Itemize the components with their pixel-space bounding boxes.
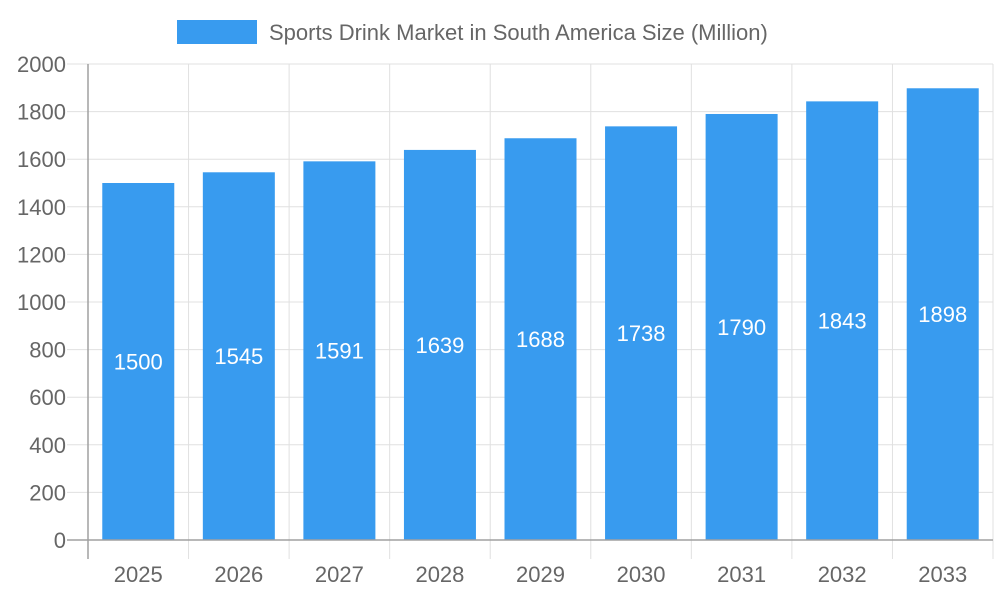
x-tick-label: 2033 bbox=[918, 562, 967, 587]
legend-label: Sports Drink Market in South America Siz… bbox=[269, 20, 768, 45]
bar-value-label: 1500 bbox=[114, 350, 163, 375]
x-tick-label: 2028 bbox=[415, 562, 464, 587]
x-tick-label: 2026 bbox=[214, 562, 263, 587]
y-tick-label: 600 bbox=[29, 385, 66, 410]
x-tick-label: 2025 bbox=[114, 562, 163, 587]
x-tick-label: 2031 bbox=[717, 562, 766, 587]
bar-value-label: 1738 bbox=[617, 321, 666, 346]
y-tick-label: 0 bbox=[54, 528, 66, 553]
y-tick-label: 1800 bbox=[17, 100, 66, 125]
bars: 1500 1545 1591 1639 1688 1738 1790 1843 1898 bbox=[102, 88, 979, 541]
x-tick-label: 2029 bbox=[516, 562, 565, 587]
bar-value-label: 1545 bbox=[214, 344, 263, 369]
bar bbox=[605, 126, 678, 540]
bar bbox=[705, 113, 778, 540]
bar bbox=[202, 172, 275, 541]
legend[interactable]: Sports Drink Market in South America Siz… bbox=[177, 20, 768, 45]
bar-value-label: 1688 bbox=[516, 327, 565, 352]
y-tick-label: 200 bbox=[29, 480, 66, 505]
y-tick-label: 800 bbox=[29, 338, 66, 363]
bar-value-label: 1898 bbox=[918, 302, 967, 327]
bar-value-label: 1790 bbox=[717, 315, 766, 340]
bar bbox=[303, 161, 376, 541]
bar-value-label: 1639 bbox=[415, 333, 464, 358]
x-tick-label: 2027 bbox=[315, 562, 364, 587]
bar bbox=[403, 149, 476, 540]
y-tick-label: 400 bbox=[29, 433, 66, 458]
bar bbox=[906, 88, 979, 540]
bar-value-label: 1843 bbox=[818, 309, 867, 334]
bar bbox=[102, 183, 175, 540]
bar bbox=[504, 138, 577, 541]
axes: 0 200 400 600 800 1000 1200 1400 1600 1800 2000 202… bbox=[17, 52, 993, 587]
x-tick-label: 2032 bbox=[818, 562, 867, 587]
y-tick-label: 1400 bbox=[17, 195, 66, 220]
y-tick-label: 2000 bbox=[17, 52, 66, 77]
x-tick-label: 2030 bbox=[617, 562, 666, 587]
bar-value-label: 1591 bbox=[315, 339, 364, 364]
y-tick-label: 1600 bbox=[17, 147, 66, 172]
y-tick-label: 1200 bbox=[17, 242, 66, 267]
bar bbox=[806, 101, 879, 540]
y-tick-label: 1000 bbox=[17, 290, 66, 315]
legend-swatch bbox=[177, 20, 257, 44]
